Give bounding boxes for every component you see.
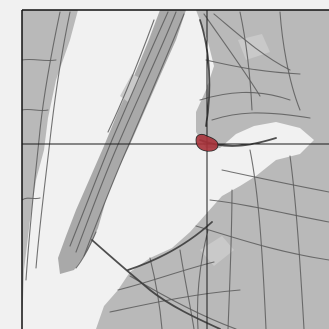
location-blob-icon[interactable]: [195, 133, 219, 152]
road: [211, 112, 311, 121]
road: [213, 13, 291, 71]
road: [75, 11, 177, 253]
road: [149, 257, 163, 329]
road: [203, 13, 261, 97]
road: [75, 231, 97, 269]
road: [179, 249, 195, 329]
road: [239, 11, 253, 111]
road: [279, 11, 301, 111]
road: [35, 11, 71, 269]
road: [205, 59, 301, 75]
park-area: [200, 236, 234, 266]
land-west: [22, 10, 78, 329]
highway: [199, 19, 211, 127]
road: [107, 19, 155, 133]
road-network: [21, 11, 329, 329]
road: [289, 155, 305, 329]
highway: [91, 239, 221, 329]
road: [221, 169, 329, 193]
highway: [127, 221, 213, 271]
land-manhattan: [58, 10, 186, 274]
road: [209, 199, 329, 223]
road: [21, 58, 57, 62]
road: [227, 189, 233, 329]
road: [249, 149, 267, 329]
road: [195, 225, 329, 261]
road: [117, 261, 215, 291]
road: [83, 13, 185, 257]
land-east: [96, 10, 329, 329]
road: [199, 91, 291, 101]
road: [21, 197, 41, 201]
road: [25, 11, 61, 281]
road: [69, 11, 169, 247]
road: [21, 108, 49, 112]
